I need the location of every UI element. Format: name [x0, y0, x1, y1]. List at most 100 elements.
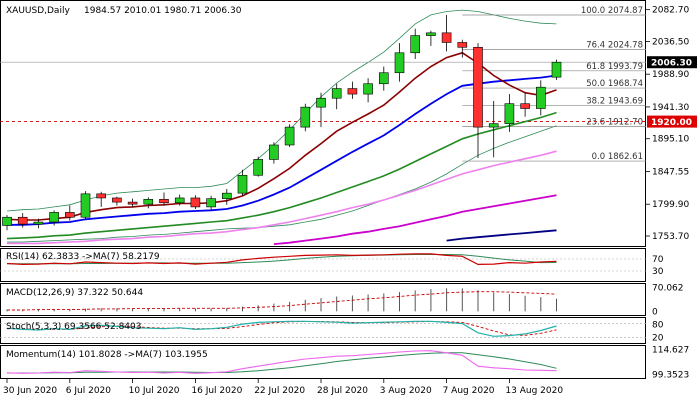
candle-bullish	[269, 144, 279, 160]
fib-level-label: 50.0 1968.74	[586, 79, 643, 89]
date-tick-label: 7 Aug 2020	[443, 386, 495, 396]
fib-level-label: 23.6 1912.70	[586, 118, 643, 128]
momentum-ma-line	[7, 352, 557, 374]
candle-bearish	[457, 42, 468, 48]
ma-violet-line	[7, 150, 557, 245]
candle-bearish	[96, 193, 106, 199]
macd-label: MACD(12,26,9) 37.322 50.644	[6, 288, 143, 298]
macd-panel-frame	[0, 283, 646, 316]
candle-bullish	[378, 72, 389, 85]
candle-bearish	[190, 197, 201, 208]
axis-tag-label: 1920.00	[651, 118, 692, 128]
candle-bearish	[473, 46, 483, 128]
current-price-tag	[647, 56, 697, 69]
price-tick-label: 1895.10	[652, 135, 689, 145]
candle-bullish	[426, 32, 436, 36]
candle-bearish	[127, 201, 138, 205]
panel-scale-label: 99.3523	[652, 371, 689, 381]
panel-scale-label: 80	[652, 321, 664, 331]
panel-scale-label: 114.627	[652, 345, 689, 355]
price-tick-label: 1988.90	[652, 70, 689, 80]
price-tick-label: 2036.50	[652, 37, 689, 47]
candle-bullish	[253, 159, 263, 176]
panel-scale-label: 30	[652, 267, 664, 277]
moving-averages	[6, 51, 557, 245]
price-tick-label: 1799.90	[652, 200, 689, 210]
candle-bullish	[80, 193, 91, 218]
price-axis-tags: 2006.30 1920.00	[647, 56, 697, 128]
fibonacci-levels: 100.0 2074.87 76.4 2024.78 61.8 1993.79 50.…	[0, 6, 646, 162]
date-tick-label: 13 Aug 2020	[505, 386, 563, 396]
macd-panel: 70.062 0	[6, 284, 684, 317]
price-scale: 2082.70 2036.50 1988.90 1941.30 1895.10 1847.…	[646, 6, 689, 242]
price-tick-label: 1753.70	[652, 232, 689, 242]
candle-bearish	[65, 212, 75, 218]
rsi-label: RSI(14) 62.3833 ->MA(7) 58.2179	[6, 252, 160, 262]
rsi-line	[6, 253, 557, 266]
candle-bullish	[316, 97, 326, 108]
macd-signal-line	[7, 291, 557, 311]
bollinger-lower-line	[7, 125, 557, 243]
ma-magenta-line	[273, 194, 557, 245]
ma-red-line	[6, 51, 557, 221]
candle-bullish	[410, 35, 421, 54]
panel-scale-label: 0	[652, 307, 658, 317]
date-tick-label: 10 Jul 2020	[129, 386, 180, 396]
candle-bearish	[347, 88, 358, 95]
fib-level-label: 61.8 1993.79	[586, 62, 643, 72]
candle-bullish	[33, 221, 44, 225]
candles	[2, 14, 562, 231]
stoch-d-line	[6, 321, 557, 336]
candle-bearish	[159, 199, 169, 204]
ma-blue-line	[7, 74, 557, 226]
price-tick-label: 1941.30	[652, 103, 689, 113]
candle-bullish	[504, 103, 515, 124]
fib-level-label: 38.2 1943.69	[586, 96, 643, 106]
date-tick-label: 6 Jul 2020	[66, 386, 111, 396]
price-tick-label: 2082.70	[652, 6, 689, 16]
candle-bearish	[17, 216, 28, 225]
ma-navy-line	[446, 229, 557, 242]
main-panel-frame	[0, 0, 646, 247]
candle-bullish	[284, 126, 295, 146]
panel-scale-label: 20	[652, 333, 664, 343]
candle-bullish	[2, 216, 12, 226]
candle-bullish	[331, 88, 342, 99]
fib-level-label: 76.4 2024.78	[586, 40, 643, 50]
rsi-ma-line	[7, 254, 557, 265]
date-tick-label: 30 Jun 2020	[3, 386, 57, 396]
date-tick-label: 3 Aug 2020	[380, 386, 432, 396]
date-tick-label: 16 Jul 2020	[191, 386, 242, 396]
candle-bearish	[112, 197, 122, 203]
momentum-panel-frame	[0, 345, 646, 379]
date-tick-label: 22 Jul 2020	[254, 386, 305, 396]
momentum-panel: 114.627 99.3523	[6, 345, 689, 381]
support-price-tag	[647, 115, 697, 128]
axis-tag-label: 2006.30	[651, 59, 692, 69]
fib-level-label: 100.0 2074.87	[581, 6, 643, 16]
price-tick-label: 1847.55	[652, 167, 689, 177]
candle-bearish	[520, 103, 530, 109]
panel-scale-label: 70	[652, 255, 664, 265]
candle-bullish	[488, 123, 499, 128]
candle-bullish	[174, 197, 185, 204]
ohlc-readout: 1984.57 2010.01 1980.71 2006.30	[84, 6, 242, 16]
momentum-line	[6, 350, 557, 374]
candle-bullish	[143, 199, 154, 205]
stoch-label: Stoch(5,3,3) 69.3566 52.8403	[6, 322, 141, 332]
fib-level-label: 0.0 1862.61	[592, 152, 643, 162]
candle-bullish	[551, 61, 562, 78]
candle-bullish	[363, 83, 373, 95]
date-tick-label: 28 Jul 2020	[317, 386, 368, 396]
rsi-panel-frame	[0, 248, 646, 282]
candle-bullish	[394, 52, 405, 74]
chart-title: XAUUSD,Daily	[6, 6, 70, 16]
candle-bullish	[535, 86, 546, 109]
candle-bullish	[300, 106, 311, 128]
candle-bearish	[441, 32, 452, 43]
candle-bullish	[222, 192, 232, 199]
stoch-k-line	[6, 320, 557, 337]
